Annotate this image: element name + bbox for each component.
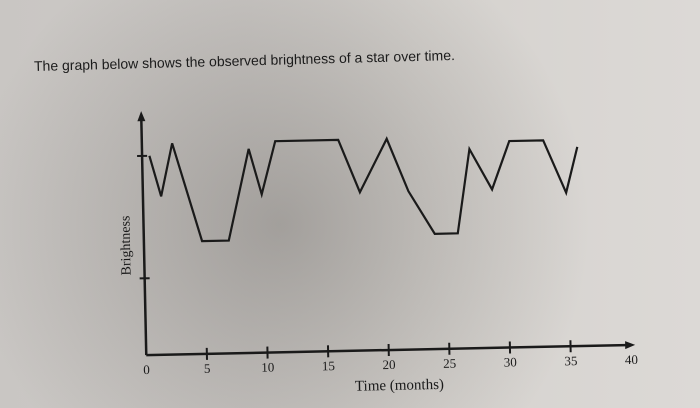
x-tick-label: 5 (204, 361, 211, 376)
y-axis-line (139, 115, 148, 356)
x-tick-label: 15 (322, 358, 335, 373)
x-axis-title: Time (months) (355, 377, 444, 395)
series-line (148, 136, 579, 243)
y-ticks (137, 154, 150, 280)
x-tick-label: 40 (625, 352, 638, 367)
x-ticks: 0 5 10 15 20 25 30 35 40 (143, 340, 638, 377)
y-axis-arrow (137, 111, 146, 122)
x-tick-label: 10 (261, 359, 274, 374)
x-tick-label: 25 (443, 356, 456, 371)
x-tick-label: 20 (382, 357, 395, 372)
chart-group: 0 5 10 15 20 25 30 35 40 Time (months) Brightnes… (118, 111, 638, 395)
x-tick-label: 35 (564, 353, 577, 368)
y-axis-title: Brightness (118, 215, 134, 275)
x-tick-label: 30 (504, 354, 517, 369)
x-axis-arrow (625, 341, 636, 350)
x-tick-label: 0 (143, 362, 150, 377)
